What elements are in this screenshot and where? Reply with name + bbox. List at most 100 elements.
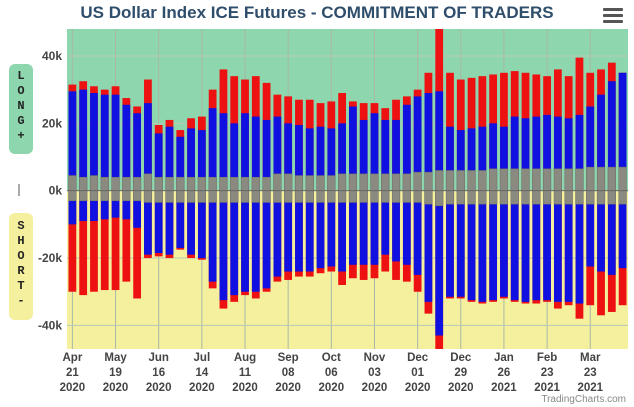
short-other-bar (176, 190, 185, 203)
short-other-bar (618, 190, 627, 205)
hamburger-menu-icon[interactable] (603, 8, 623, 26)
long-bar (435, 91, 444, 191)
short-bar (273, 190, 282, 277)
long-other-bar (100, 176, 109, 191)
x-tick-label: 2020 (189, 382, 215, 394)
long-other-bar (327, 175, 336, 191)
short-bar (381, 190, 390, 255)
x-tick-label: 29 (454, 367, 467, 379)
x-tick-label: 23 (541, 367, 554, 379)
long-other-bar (348, 173, 358, 191)
short-other-bar (542, 190, 552, 205)
short-label-letter: - (17, 294, 25, 308)
long-other-bar (165, 176, 174, 191)
short-spread-bar (133, 190, 142, 299)
x-tick-label: May (104, 352, 127, 364)
short-other-bar (445, 190, 455, 205)
short-other-bar (510, 190, 519, 205)
long-bar (133, 113, 142, 191)
short-bar (359, 190, 368, 265)
short-other-bar (586, 190, 595, 205)
short-other-bar (79, 190, 88, 202)
x-tick-label: 2020 (362, 382, 388, 394)
short-other-bar (68, 190, 77, 202)
long-label-letter: N (17, 99, 25, 113)
short-bar (122, 190, 131, 220)
short-other-bar (273, 190, 282, 203)
short-bar (564, 190, 573, 302)
short-other-bar (132, 190, 142, 202)
long-label-box: L O N G + (9, 64, 33, 154)
chart-title: US Dollar Index ICE Futures - COMMITMENT… (80, 3, 554, 22)
long-other-bar (359, 173, 368, 191)
short-other-bar (219, 190, 228, 203)
short-bar (532, 190, 541, 301)
short-other-bar (89, 190, 99, 202)
short-label-letter: S (17, 219, 25, 233)
long-bar (327, 128, 336, 191)
short-other-bar (564, 190, 573, 205)
short-other-bar (381, 190, 390, 203)
long-other-bar (337, 173, 347, 191)
long-bar (510, 116, 519, 191)
long-bar (241, 113, 249, 191)
long-other-bar (240, 176, 250, 191)
long-label-letter: O (17, 84, 25, 98)
short-bar (79, 190, 88, 221)
short-bar (262, 190, 271, 289)
short-other-bar (607, 190, 616, 205)
long-other-bar (219, 176, 228, 191)
long-other-bar (262, 176, 271, 191)
short-bar (327, 190, 336, 267)
short-bar (456, 190, 465, 297)
long-other-bar (79, 176, 88, 191)
short-other-bar (575, 190, 584, 205)
short-other-bar (391, 190, 401, 203)
x-tick-label: 03 (368, 367, 381, 379)
long-bar (295, 125, 303, 191)
short-spread-bar (79, 190, 88, 296)
long-bar (208, 108, 217, 191)
x-tick-label: Jan (494, 352, 514, 364)
long-other-bar (424, 171, 433, 191)
long-bar (79, 89, 88, 191)
long-other-bar (596, 166, 606, 191)
x-tick-label: 2021 (491, 382, 517, 394)
long-other-bar (68, 175, 77, 191)
long-bar (165, 126, 174, 191)
long-other-bar (381, 173, 390, 191)
y-tick-label: -20k (38, 251, 62, 265)
long-other-bar (478, 170, 487, 191)
long-other-bar (510, 168, 519, 191)
long-bar (553, 116, 562, 191)
short-other-bar (316, 190, 325, 203)
long-bar (100, 94, 109, 191)
long-other-bar (489, 168, 498, 191)
short-other-bar (240, 190, 250, 203)
long-other-bar (586, 166, 595, 191)
short-bar (144, 190, 152, 255)
short-bar (446, 190, 454, 297)
short-bar (467, 190, 476, 301)
short-other-bar (143, 190, 153, 203)
long-bar (543, 114, 551, 191)
x-tick-label: 2020 (60, 382, 86, 394)
credit-text[interactable]: TradingCharts.com (541, 394, 626, 405)
x-tick-label: 2020 (275, 382, 301, 394)
short-other-bar (165, 190, 174, 203)
short-bar (284, 190, 293, 272)
long-other-bar (445, 170, 455, 191)
long-label-letter: G (17, 114, 25, 128)
long-bar (111, 94, 120, 191)
long-bar (305, 128, 314, 191)
long-bar (359, 119, 368, 191)
short-bar (435, 190, 444, 336)
x-tick-label: 19 (109, 367, 122, 379)
short-bar (219, 190, 228, 301)
long-bar (370, 113, 379, 191)
long-other-bar (618, 166, 627, 191)
long-other-bar (251, 176, 260, 191)
long-bar (446, 126, 454, 191)
short-other-bar (294, 190, 304, 203)
